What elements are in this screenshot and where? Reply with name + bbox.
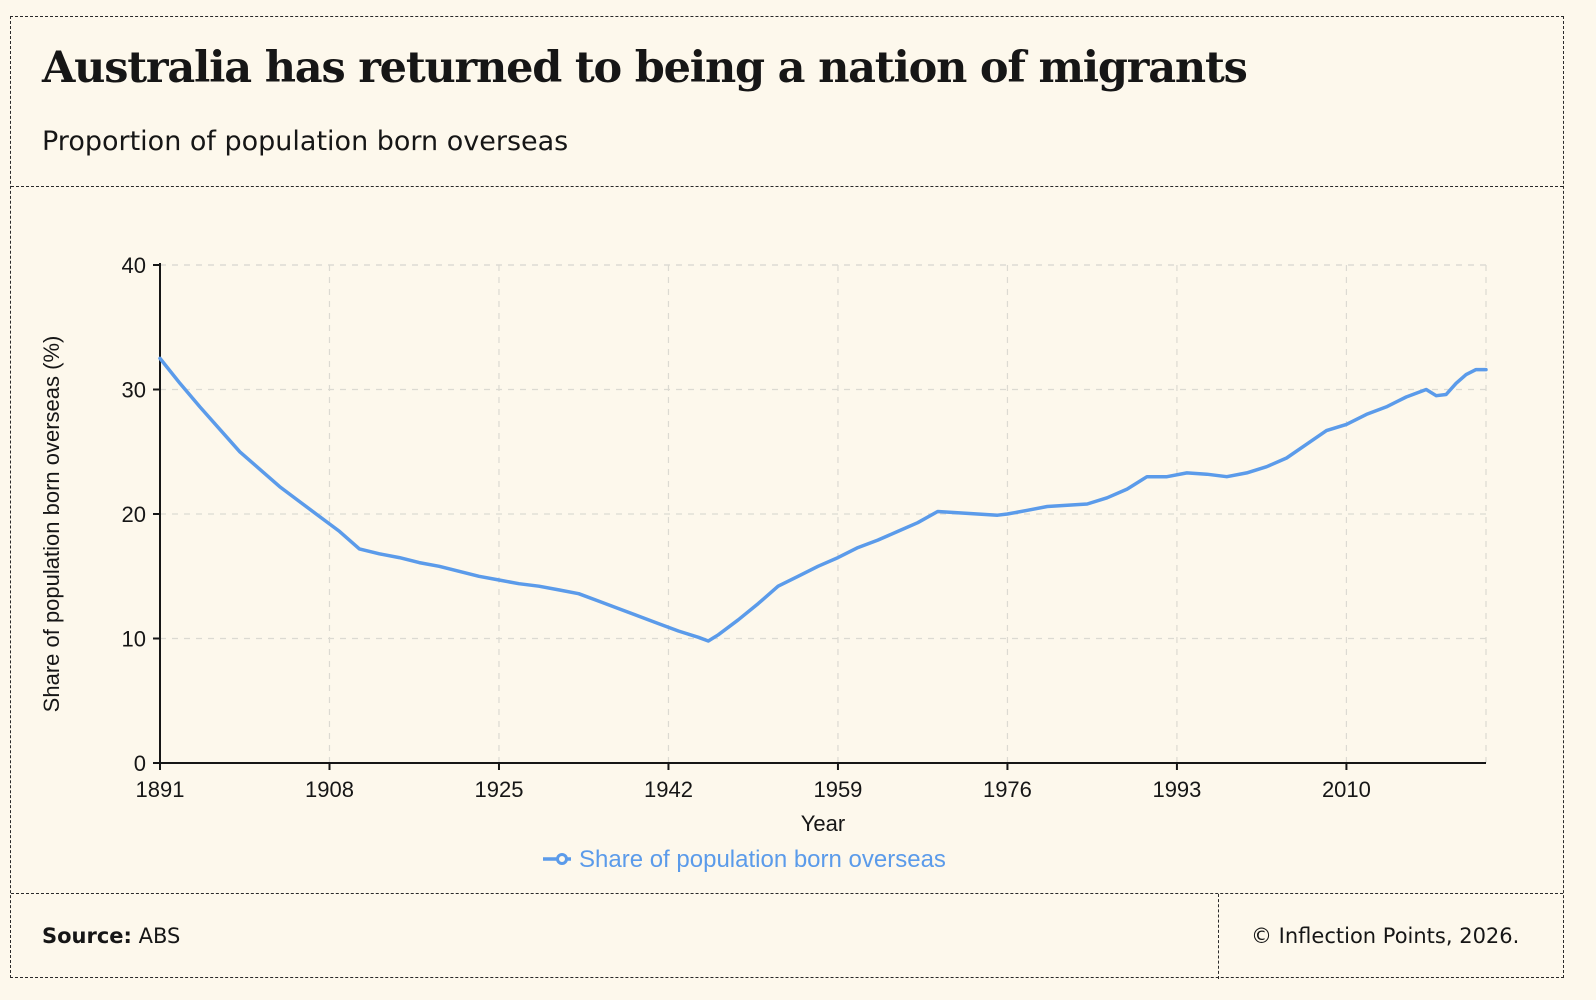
chart-subtitle: Proportion of population born overseas	[42, 126, 569, 157]
copyright-note: © Inflection Points, 2026.	[1251, 924, 1520, 948]
source-note: Source: ABS	[42, 924, 180, 948]
y-axis-label: Share of population born overseas (%)	[39, 336, 64, 713]
legend-label: Share of population born overseas	[579, 846, 946, 873]
legend[interactable]: Share of population born overseas	[543, 846, 946, 873]
y-tick-label: 30	[122, 378, 146, 403]
y-tick-label: 40	[122, 253, 146, 278]
x-tick-label: 1959	[813, 777, 862, 802]
x-axis-label: Year	[801, 811, 845, 836]
tick-labels: 0 10 20 30 40 1891 1908 1925 1942 1959 1976 1993 201…	[122, 253, 1371, 802]
x-tick-label: 1942	[644, 777, 693, 802]
x-tick-label: 1891	[136, 777, 185, 802]
y-tick-label: 10	[122, 627, 146, 652]
x-tick-label: 1976	[983, 777, 1032, 802]
x-tick-label: 1925	[475, 777, 524, 802]
source-value: ABS	[138, 924, 181, 948]
x-tick-label: 1993	[1152, 777, 1201, 802]
chart-card: Australia has returned to being a nation…	[10, 16, 1565, 979]
chart-area: 0 10 20 30 40 1891 1908 1925 1942 1959 1976 1993 201…	[11, 187, 1565, 893]
grid-lines	[160, 264, 1487, 763]
footer-divider	[1218, 894, 1219, 979]
axes	[153, 263, 1486, 770]
x-tick-label: 1908	[305, 777, 354, 802]
source-label: Source:	[42, 924, 132, 948]
y-tick-label: 20	[122, 502, 146, 527]
series-line	[158, 356, 1488, 643]
line-chart: 0 10 20 30 40 1891 1908 1925 1942 1959 1976 1993 201…	[39, 253, 1488, 873]
legend-swatch-marker	[556, 853, 568, 865]
x-tick-label: 2010	[1322, 777, 1371, 802]
chart-footer: Source: ABS © Inflection Points, 2026.	[11, 893, 1563, 979]
page-title: Australia has returned to being a nation…	[42, 43, 1248, 93]
y-tick-label: 0	[134, 751, 146, 776]
chart-header: Australia has returned to being a nation…	[11, 17, 1563, 187]
